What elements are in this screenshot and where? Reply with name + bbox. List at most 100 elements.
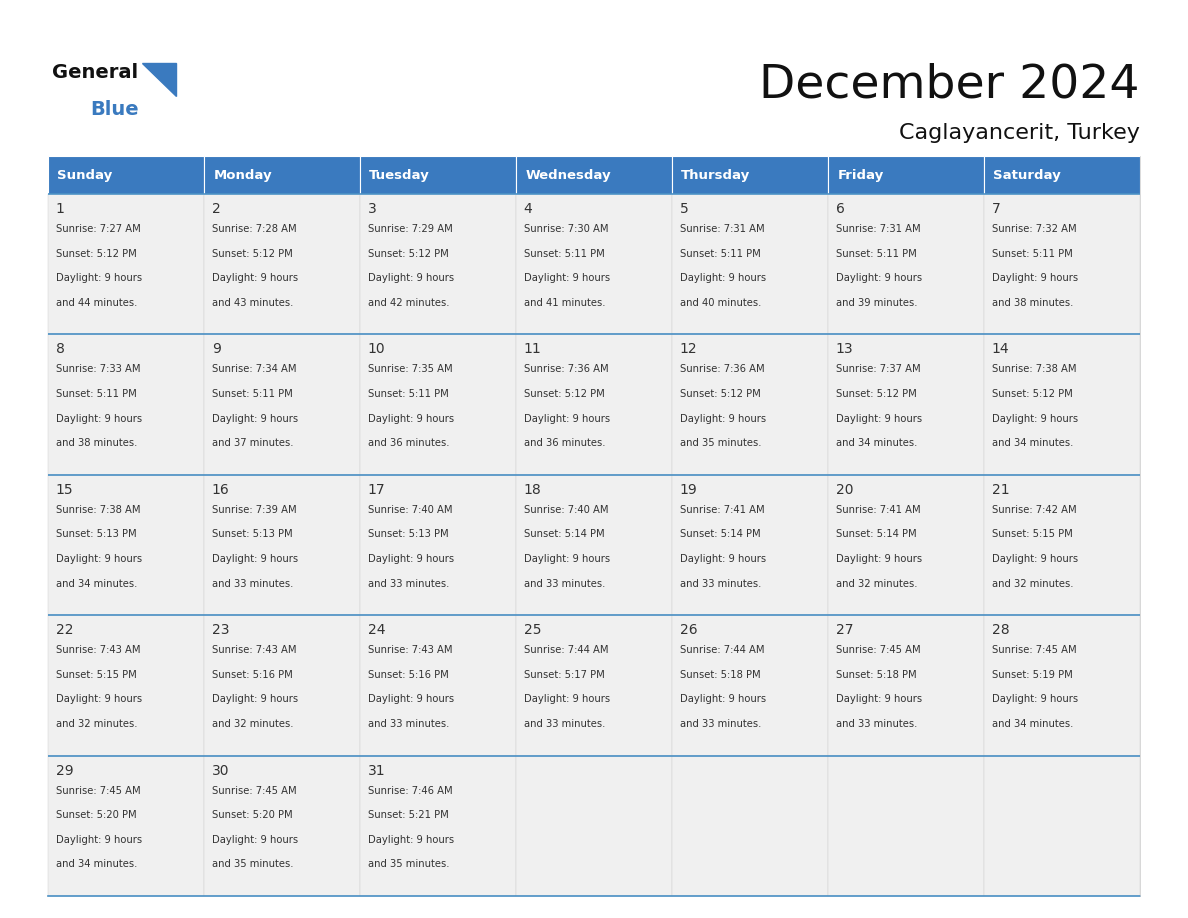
- Bar: [516, 334, 672, 475]
- Text: Sunset: 5:11 PM: Sunset: 5:11 PM: [992, 249, 1073, 259]
- Text: Daylight: 9 hours: Daylight: 9 hours: [56, 554, 141, 564]
- Text: Daylight: 9 hours: Daylight: 9 hours: [524, 274, 609, 283]
- Text: Sunrise: 7:45 AM: Sunrise: 7:45 AM: [211, 786, 297, 796]
- Text: General: General: [52, 63, 138, 82]
- Text: 16: 16: [211, 483, 229, 497]
- Bar: [48, 756, 204, 896]
- Text: and 35 minutes.: and 35 minutes.: [211, 859, 293, 869]
- Text: Sunrise: 7:28 AM: Sunrise: 7:28 AM: [211, 224, 297, 234]
- Text: Saturday: Saturday: [993, 169, 1061, 182]
- Text: Wednesday: Wednesday: [525, 169, 611, 182]
- Text: and 38 minutes.: and 38 minutes.: [56, 438, 137, 448]
- Text: December 2024: December 2024: [759, 63, 1140, 108]
- Text: and 33 minutes.: and 33 minutes.: [368, 719, 449, 729]
- Text: 14: 14: [992, 342, 1010, 356]
- Text: Sunset: 5:20 PM: Sunset: 5:20 PM: [56, 811, 137, 820]
- Text: Sunset: 5:12 PM: Sunset: 5:12 PM: [836, 389, 917, 399]
- Text: 17: 17: [368, 483, 385, 497]
- Text: Sunset: 5:13 PM: Sunset: 5:13 PM: [368, 530, 448, 540]
- Text: Sunrise: 7:34 AM: Sunrise: 7:34 AM: [211, 364, 296, 375]
- Text: 18: 18: [524, 483, 542, 497]
- Text: Daylight: 9 hours: Daylight: 9 hours: [56, 274, 141, 283]
- Text: 29: 29: [56, 764, 74, 778]
- Text: Daylight: 9 hours: Daylight: 9 hours: [680, 274, 766, 283]
- Bar: [204, 615, 360, 756]
- Text: Sunset: 5:14 PM: Sunset: 5:14 PM: [524, 530, 605, 540]
- Text: Daylight: 9 hours: Daylight: 9 hours: [211, 274, 298, 283]
- Text: and 32 minutes.: and 32 minutes.: [992, 578, 1073, 588]
- Bar: [360, 756, 516, 896]
- Text: Sunrise: 7:32 AM: Sunrise: 7:32 AM: [992, 224, 1076, 234]
- Text: Daylight: 9 hours: Daylight: 9 hours: [836, 554, 922, 564]
- Text: Sunrise: 7:38 AM: Sunrise: 7:38 AM: [992, 364, 1076, 375]
- Text: Sunrise: 7:41 AM: Sunrise: 7:41 AM: [836, 505, 921, 515]
- Text: and 32 minutes.: and 32 minutes.: [56, 719, 138, 729]
- Text: Thursday: Thursday: [682, 169, 751, 182]
- Text: Daylight: 9 hours: Daylight: 9 hours: [368, 413, 454, 423]
- Text: and 40 minutes.: and 40 minutes.: [680, 297, 762, 308]
- Text: Sunset: 5:16 PM: Sunset: 5:16 PM: [368, 670, 449, 679]
- Text: Sunset: 5:21 PM: Sunset: 5:21 PM: [368, 811, 449, 820]
- Text: Daylight: 9 hours: Daylight: 9 hours: [368, 274, 454, 283]
- Text: and 37 minutes.: and 37 minutes.: [211, 438, 293, 448]
- Text: Sunrise: 7:35 AM: Sunrise: 7:35 AM: [368, 364, 453, 375]
- Text: Sunset: 5:20 PM: Sunset: 5:20 PM: [211, 811, 292, 820]
- Text: 9: 9: [211, 342, 221, 356]
- Text: Sunset: 5:12 PM: Sunset: 5:12 PM: [368, 249, 449, 259]
- Text: Sunset: 5:14 PM: Sunset: 5:14 PM: [836, 530, 916, 540]
- Text: Sunrise: 7:36 AM: Sunrise: 7:36 AM: [680, 364, 764, 375]
- Text: 6: 6: [836, 202, 845, 216]
- Text: Sunrise: 7:43 AM: Sunrise: 7:43 AM: [56, 645, 140, 655]
- Text: Sunset: 5:15 PM: Sunset: 5:15 PM: [992, 530, 1073, 540]
- Text: Sunday: Sunday: [57, 169, 113, 182]
- Bar: [48, 615, 204, 756]
- Text: Sunset: 5:11 PM: Sunset: 5:11 PM: [56, 389, 137, 399]
- Bar: [672, 615, 828, 756]
- Text: 24: 24: [368, 623, 385, 637]
- Bar: [984, 156, 1140, 194]
- Text: Sunset: 5:19 PM: Sunset: 5:19 PM: [992, 670, 1073, 679]
- Text: Tuesday: Tuesday: [369, 169, 430, 182]
- Bar: [204, 194, 360, 334]
- Bar: [828, 194, 984, 334]
- Bar: [672, 334, 828, 475]
- Text: 4: 4: [524, 202, 532, 216]
- Text: and 33 minutes.: and 33 minutes.: [524, 719, 605, 729]
- Text: 7: 7: [992, 202, 1000, 216]
- Text: Sunset: 5:16 PM: Sunset: 5:16 PM: [211, 670, 292, 679]
- Bar: [360, 615, 516, 756]
- Bar: [204, 756, 360, 896]
- Bar: [204, 156, 360, 194]
- Bar: [672, 475, 828, 615]
- Bar: [984, 615, 1140, 756]
- Text: Sunrise: 7:43 AM: Sunrise: 7:43 AM: [211, 645, 296, 655]
- Text: Sunrise: 7:46 AM: Sunrise: 7:46 AM: [368, 786, 453, 796]
- Text: Sunrise: 7:29 AM: Sunrise: 7:29 AM: [368, 224, 453, 234]
- Text: and 32 minutes.: and 32 minutes.: [211, 719, 293, 729]
- Text: 2: 2: [211, 202, 221, 216]
- Text: and 33 minutes.: and 33 minutes.: [368, 578, 449, 588]
- Text: Daylight: 9 hours: Daylight: 9 hours: [680, 413, 766, 423]
- Text: Sunrise: 7:41 AM: Sunrise: 7:41 AM: [680, 505, 764, 515]
- Bar: [48, 194, 204, 334]
- Text: Daylight: 9 hours: Daylight: 9 hours: [680, 554, 766, 564]
- Text: and 34 minutes.: and 34 minutes.: [836, 438, 917, 448]
- Text: 5: 5: [680, 202, 689, 216]
- Text: and 44 minutes.: and 44 minutes.: [56, 297, 137, 308]
- Text: and 34 minutes.: and 34 minutes.: [992, 719, 1073, 729]
- Text: Sunset: 5:12 PM: Sunset: 5:12 PM: [211, 249, 292, 259]
- Text: 27: 27: [836, 623, 853, 637]
- Text: Caglayancerit, Turkey: Caglayancerit, Turkey: [899, 123, 1140, 143]
- Bar: [48, 156, 204, 194]
- Text: Daylight: 9 hours: Daylight: 9 hours: [56, 413, 141, 423]
- Bar: [828, 334, 984, 475]
- Text: Sunset: 5:11 PM: Sunset: 5:11 PM: [680, 249, 760, 259]
- Text: 3: 3: [368, 202, 377, 216]
- Bar: [516, 756, 672, 896]
- Text: and 36 minutes.: and 36 minutes.: [524, 438, 606, 448]
- Text: 20: 20: [836, 483, 853, 497]
- Text: Daylight: 9 hours: Daylight: 9 hours: [211, 413, 298, 423]
- Bar: [516, 475, 672, 615]
- Bar: [984, 756, 1140, 896]
- Text: 30: 30: [211, 764, 229, 778]
